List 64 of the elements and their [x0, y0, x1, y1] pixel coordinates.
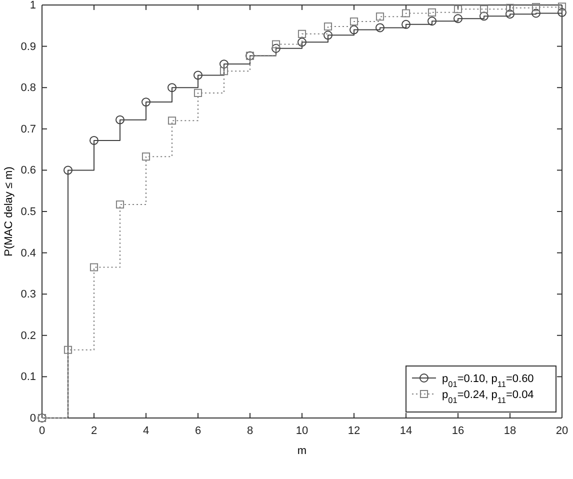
- x-tick-label: 12: [348, 424, 360, 437]
- point: [168, 116, 176, 125]
- point: [298, 38, 306, 47]
- y-tick-label: 0.2: [20, 330, 36, 342]
- point: [298, 30, 306, 38]
- y-tick-label: 0.4: [20, 247, 36, 260]
- x-tick-label: 2: [90, 424, 98, 437]
- point: [142, 152, 150, 161]
- x-axis-title: m: [297, 445, 307, 457]
- point: [64, 166, 72, 175]
- point: [116, 115, 124, 124]
- x-tick-label: 16: [452, 424, 464, 437]
- y-tick-label: 0.3: [20, 288, 36, 301]
- y-tick-label: 0.8: [20, 82, 36, 94]
- x-tick-label: 8: [246, 424, 254, 437]
- point: [324, 30, 332, 40]
- point: [558, 2, 566, 11]
- point: [402, 20, 410, 29]
- point: [428, 8, 436, 16]
- point: [272, 40, 280, 48]
- point: [480, 12, 488, 21]
- point: [532, 8, 540, 18]
- y-tick-label: 0: [30, 412, 36, 425]
- x-tick-label: 14: [400, 424, 412, 437]
- point: [194, 88, 202, 98]
- x-tick-label: 4: [142, 424, 150, 437]
- point: [142, 98, 150, 107]
- x-tick-label: 10: [296, 424, 308, 437]
- point: [350, 25, 358, 34]
- y-tick-label: 0.1: [20, 371, 36, 384]
- point: [376, 23, 384, 32]
- point: [376, 12, 384, 21]
- point: [194, 70, 202, 80]
- x-tick-label: 6: [194, 424, 202, 437]
- point: [116, 200, 124, 209]
- point: [428, 16, 436, 26]
- point: [90, 136, 98, 145]
- point: [90, 263, 98, 272]
- point: [64, 346, 72, 354]
- point: [506, 10, 514, 19]
- x-tick-label: 20: [556, 424, 568, 437]
- point: [506, 4, 514, 12]
- point: [168, 83, 176, 92]
- point: [350, 17, 358, 26]
- point: [480, 5, 488, 14]
- y-axis-title: P(MAC delay ≤ m): [3, 166, 15, 256]
- legend-label: p$_{01}$=0.24, p$_{11}$=0.04: [442, 389, 534, 404]
- y-tick-label: 0.9: [20, 40, 36, 53]
- point: [220, 67, 228, 76]
- x-tick-label: 0: [38, 424, 46, 437]
- y-tick-label: 0.5: [20, 206, 36, 218]
- point: [532, 3, 540, 12]
- point: [220, 60, 228, 69]
- point: [558, 8, 566, 17]
- point: [402, 9, 410, 18]
- y-tick-label: 0.7: [20, 123, 36, 136]
- point: [324, 22, 332, 31]
- x-tick-label: 18: [504, 424, 516, 437]
- point: [454, 5, 462, 14]
- point: [272, 44, 280, 53]
- y-tick-label: 0.6: [20, 164, 36, 177]
- point: [454, 14, 462, 24]
- legend-label: p$_{01}$=0.10, p$_{11}$=0.60: [442, 373, 534, 388]
- y-tick-label: 1: [30, 0, 36, 12]
